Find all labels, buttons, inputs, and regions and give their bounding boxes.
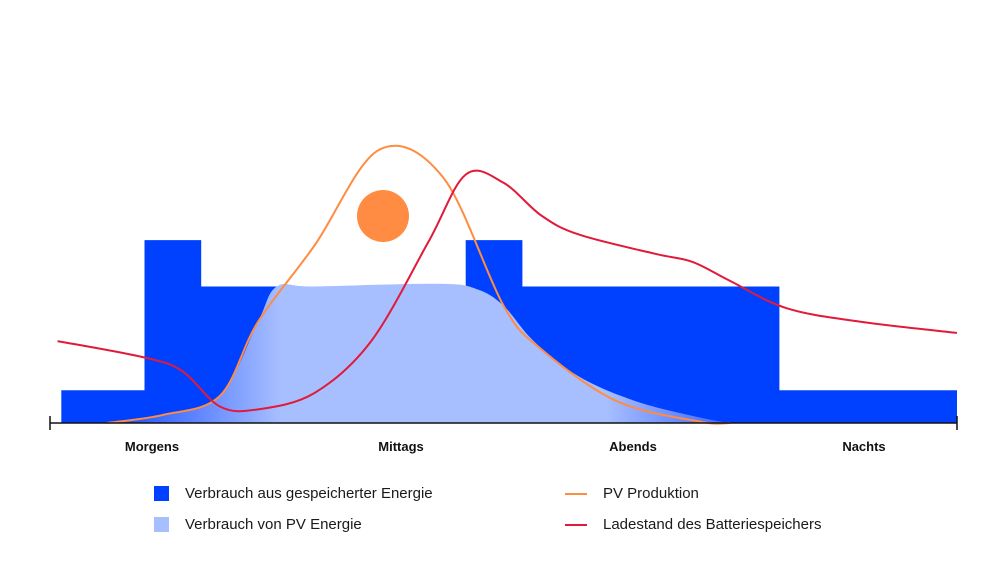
x-tick-label-morgens: Morgens (125, 439, 179, 454)
area-layer (61, 240, 958, 423)
x-axis: Morgens Mittags Abends Nachts (49, 416, 958, 454)
line-layer (57, 144, 958, 425)
x-tick-label-nachts: Nachts (842, 439, 885, 454)
pv-energy-area (106, 283, 731, 423)
x-tick-label-mittags: Mittags (378, 439, 424, 454)
battery-level-line (57, 169, 958, 413)
pv-production-line (106, 144, 731, 425)
sun-icon (357, 190, 409, 242)
x-tick-label-abends: Abends (609, 439, 657, 454)
